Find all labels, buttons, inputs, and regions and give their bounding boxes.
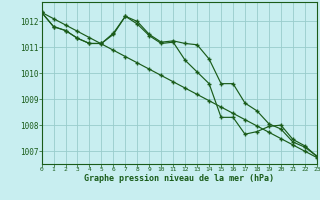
X-axis label: Graphe pression niveau de la mer (hPa): Graphe pression niveau de la mer (hPa) xyxy=(84,174,274,183)
